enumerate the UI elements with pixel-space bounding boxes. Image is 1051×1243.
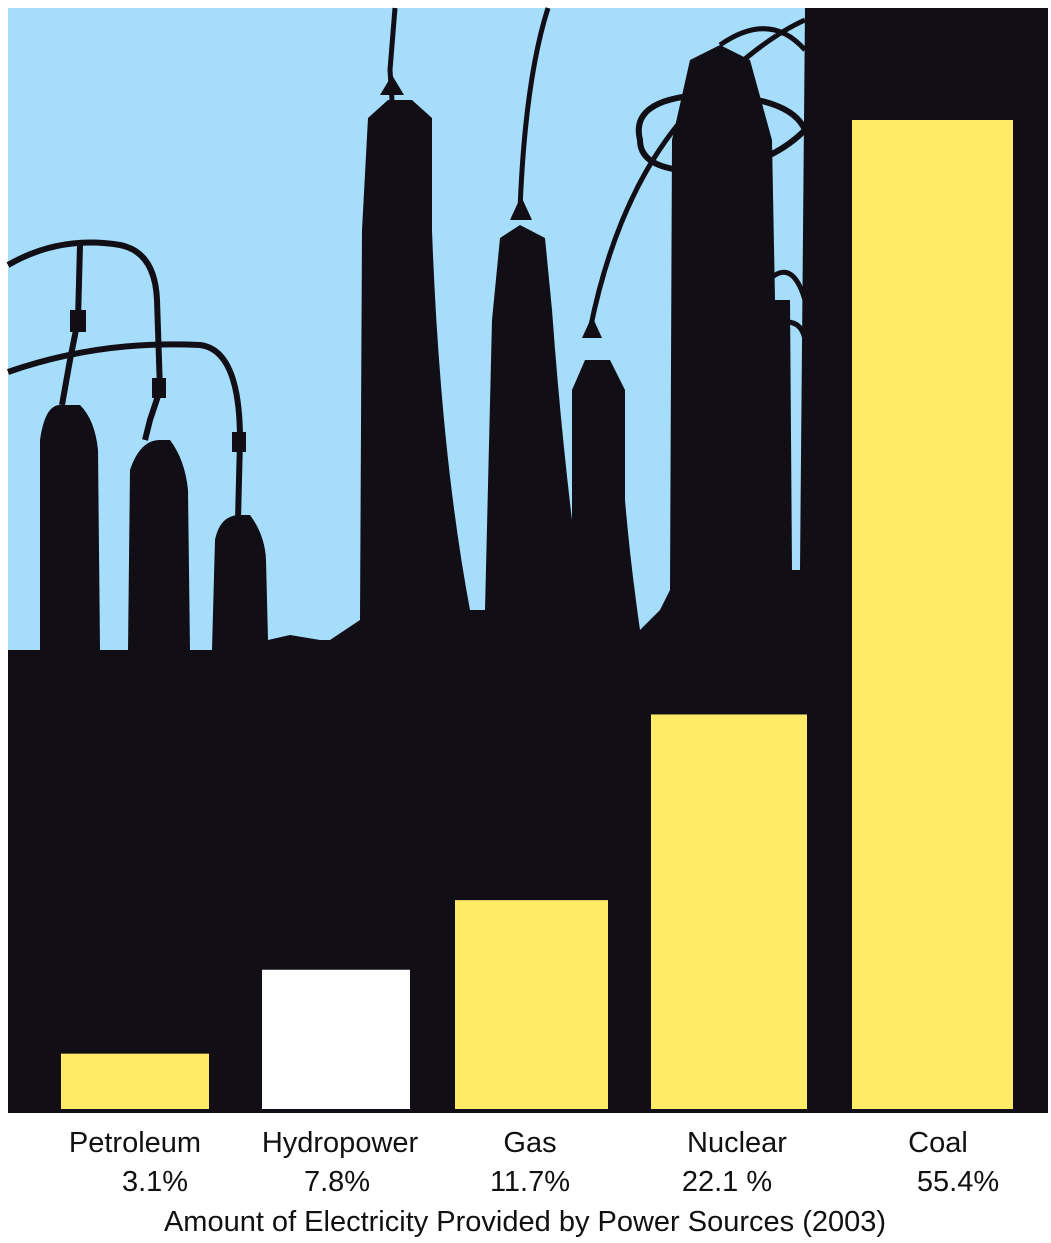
wire-top-5 — [718, 26, 808, 341]
category-label-coal: Coal — [908, 1127, 968, 1159]
bar-hydropower — [262, 969, 410, 1109]
category-label-hydropower: Hydropower — [262, 1127, 419, 1159]
bar-petroleum — [61, 1053, 209, 1109]
cap-1 — [70, 310, 86, 332]
value-label-gas: 11.7% — [490, 1166, 570, 1198]
wire-left-1 — [6, 239, 163, 391]
wire-left-3 — [59, 244, 83, 406]
value-label-hydropower: 7.8% — [304, 1166, 370, 1198]
bar-gas — [455, 900, 608, 1109]
category-label-gas: Gas — [503, 1127, 556, 1159]
cap-3 — [232, 432, 246, 452]
bar-nuclear — [651, 714, 807, 1109]
wire-left-4 — [142, 389, 163, 441]
category-label-nuclear: Nuclear — [687, 1127, 787, 1159]
value-label-petroleum: 3.1% — [122, 1166, 188, 1198]
hydropower-cap — [260, 916, 412, 968]
wire-left-2 — [7, 341, 244, 521]
cap-2 — [152, 378, 166, 398]
tip-2 — [510, 196, 532, 220]
bar-coal — [852, 120, 1013, 1109]
petroleum-cap — [55, 1018, 217, 1056]
category-label-petroleum: Petroleum — [69, 1127, 201, 1159]
coal-cap — [840, 86, 1026, 122]
bars-group — [61, 120, 1013, 1109]
labels-group: Petroleum 3.1% Hydropower 7.8% Gas 11.7% Nucle… — [69, 1127, 999, 1198]
wire-top-3 — [587, 17, 807, 331]
wire-top-4 — [635, 91, 809, 174]
value-label-nuclear: 22.1 % — [682, 1166, 772, 1198]
tip-1 — [380, 75, 404, 95]
wire-top-2 — [517, 7, 551, 211]
chart-title: Amount of Electricity Provided by Power … — [164, 1206, 886, 1238]
tip-3 — [582, 316, 602, 338]
value-label-coal: 55.4% — [917, 1166, 999, 1198]
